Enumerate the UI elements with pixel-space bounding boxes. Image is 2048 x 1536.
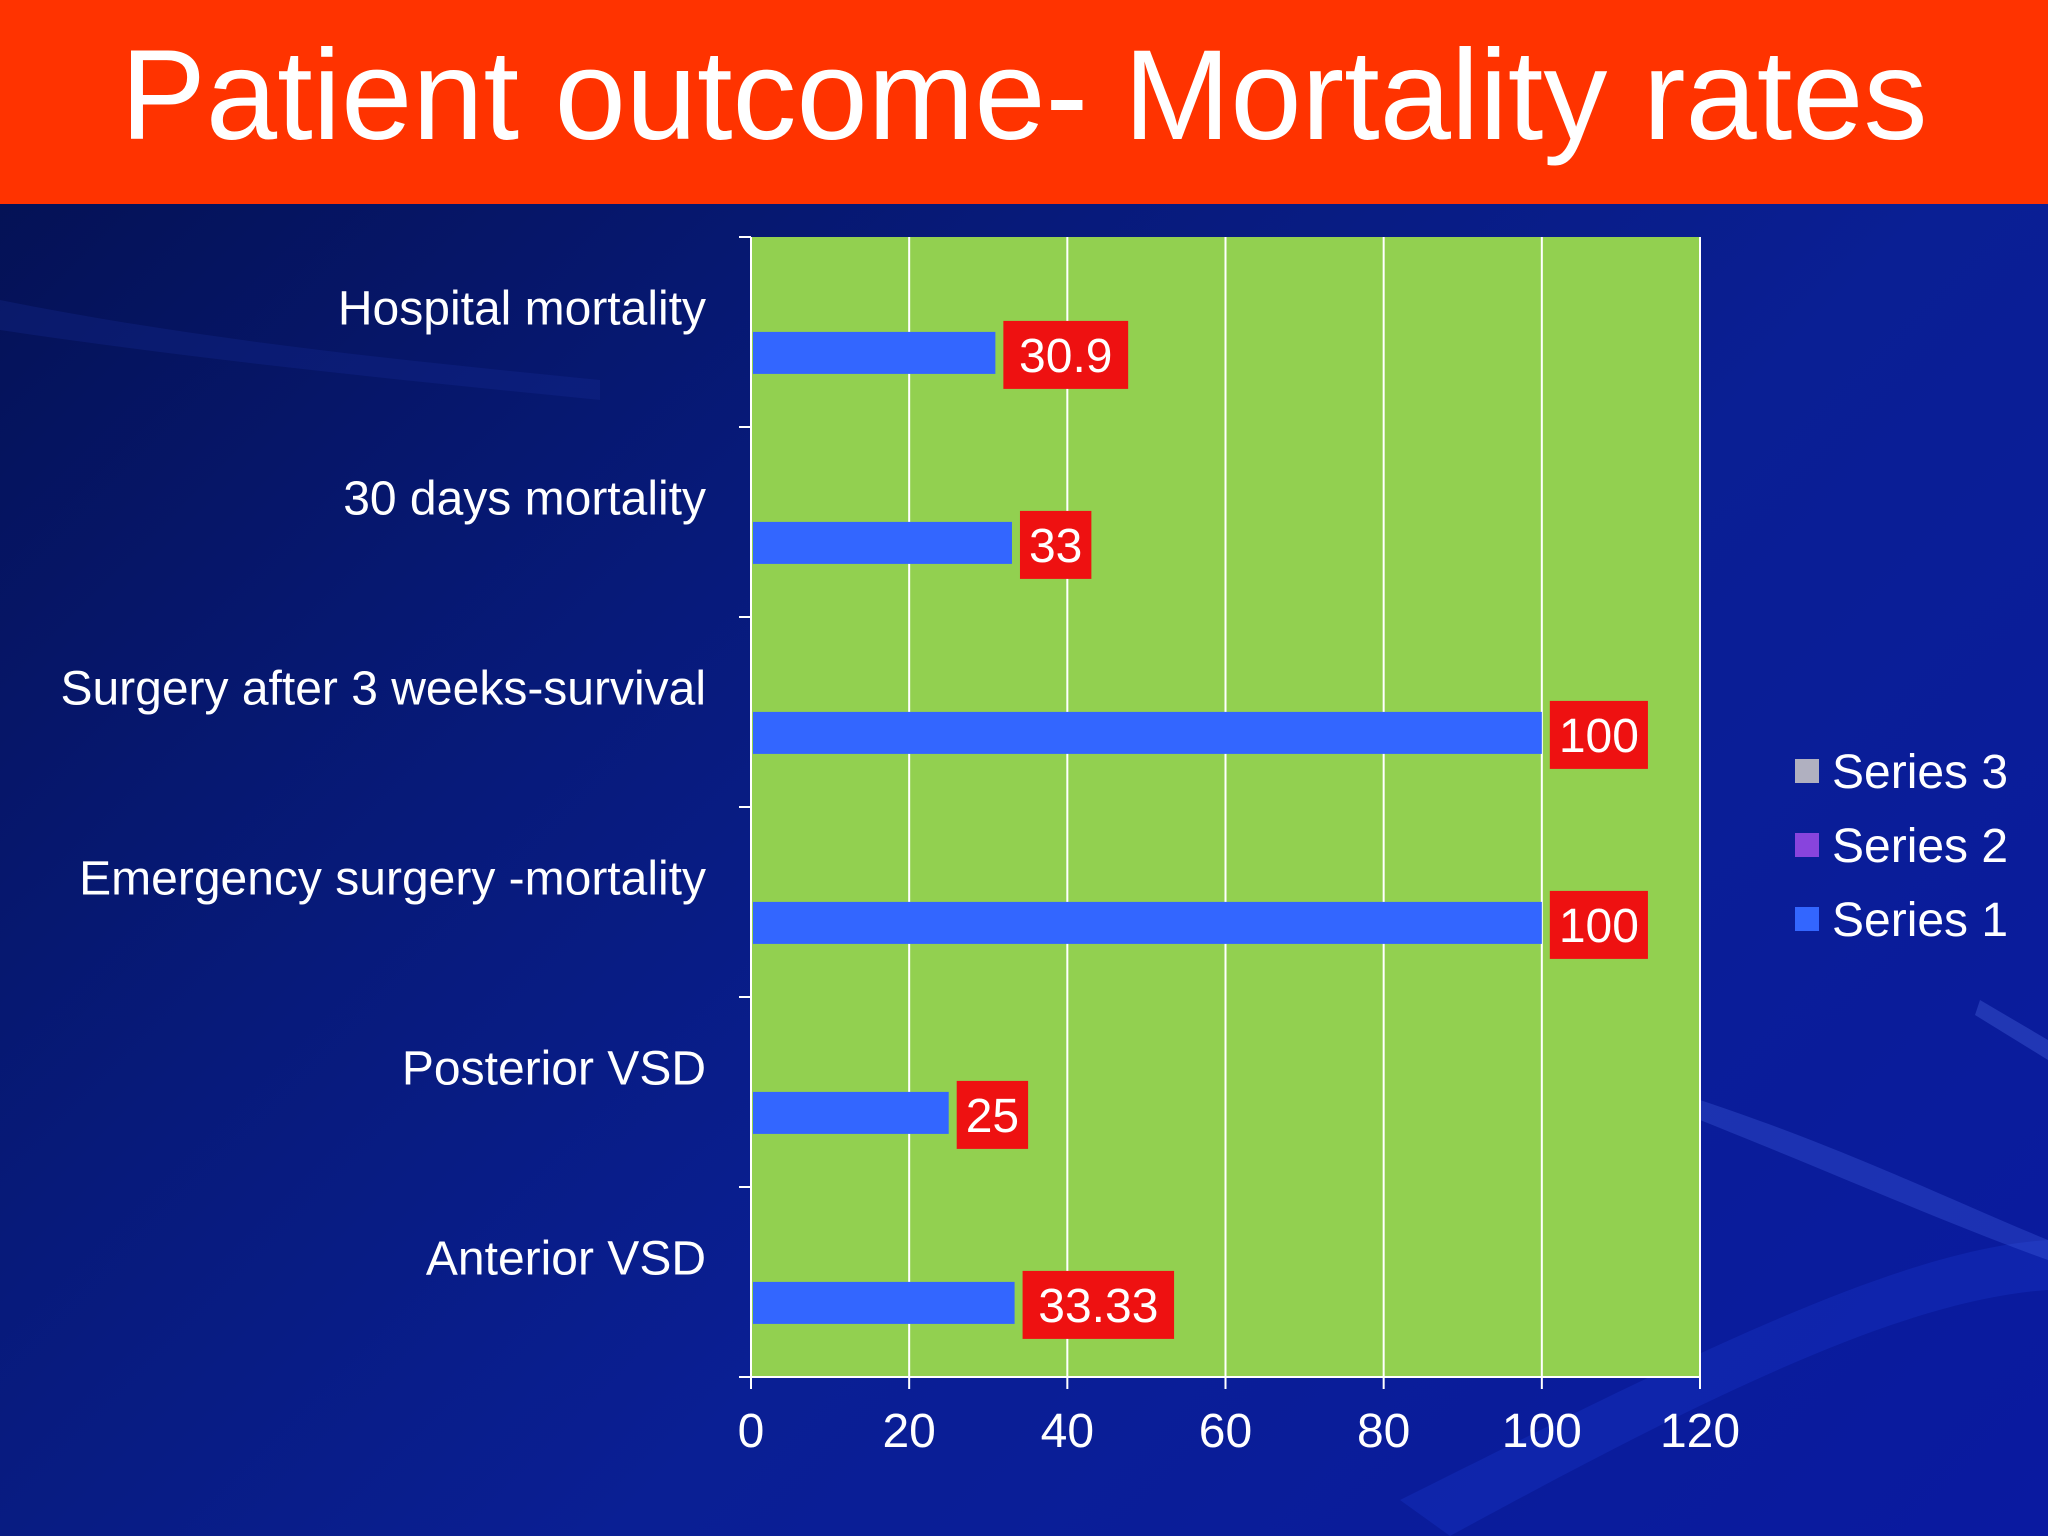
title-banner: Patient outcome- Mortality rates xyxy=(0,0,2048,204)
category-label: Anterior VSD xyxy=(426,1232,706,1285)
bar-series-1 xyxy=(753,521,1012,564)
x-tick-label: 0 xyxy=(738,1405,765,1458)
data-label-box xyxy=(1003,320,1129,389)
legend-entry: Series 1 xyxy=(1832,894,2008,947)
legend-entry: Series 2 xyxy=(1832,820,2008,873)
x-tick-label: 120 xyxy=(1660,1405,1740,1458)
x-tick-label: 20 xyxy=(882,1405,935,1458)
category-label: Surgery after 3 weeks-survival xyxy=(60,662,706,715)
data-label-box xyxy=(956,1080,1029,1149)
bar-series-1 xyxy=(753,1281,1015,1324)
bar-series-1 xyxy=(753,1091,949,1134)
data-label: 100 xyxy=(1559,900,1639,953)
axes xyxy=(739,236,1701,1389)
data-label-box xyxy=(1022,1270,1175,1339)
data-labels: 30.9 33 100 100 25 33.33 xyxy=(956,320,1648,1339)
data-label: 33.33 xyxy=(1038,1280,1158,1333)
x-tick-labels: 0 20 40 60 80 100 120 xyxy=(738,1405,1740,1458)
data-label: 100 xyxy=(1559,710,1639,763)
x-tick-label: 80 xyxy=(1357,1405,1410,1458)
x-tick-label: 100 xyxy=(1502,1405,1582,1458)
legend-swatch xyxy=(1795,833,1819,857)
category-labels: Hospital mortality 30 days mortality Surge… xyxy=(60,282,706,1285)
x-tick-label: 40 xyxy=(1041,1405,1094,1458)
bar-series-1 xyxy=(753,901,1542,944)
category-label: 30 days mortality xyxy=(343,472,706,525)
x-tick-label: 60 xyxy=(1199,1405,1252,1458)
category-label: Posterior VSD xyxy=(402,1042,706,1095)
category-label: Emergency surgery -mortality xyxy=(79,852,706,905)
data-label-box xyxy=(1549,700,1648,769)
bar-series-1 xyxy=(753,711,1542,754)
data-label: 25 xyxy=(966,1090,1019,1143)
legend: Series 3 Series 2 Series 1 xyxy=(1795,746,2008,947)
gridlines xyxy=(908,237,1701,1377)
legend-swatch xyxy=(1795,759,1819,783)
legend-entry: Series 3 xyxy=(1832,746,2008,799)
legend-swatch xyxy=(1795,907,1819,931)
slide-title: Patient outcome- Mortality rates xyxy=(120,24,1928,167)
bar-series-1 xyxy=(753,331,996,374)
bars xyxy=(753,331,1542,1324)
data-label-box xyxy=(1019,510,1092,579)
data-label: 30.9 xyxy=(1019,330,1112,383)
data-label: 33 xyxy=(1029,520,1082,573)
data-label-box xyxy=(1549,890,1648,959)
category-label: Hospital mortality xyxy=(338,282,706,335)
